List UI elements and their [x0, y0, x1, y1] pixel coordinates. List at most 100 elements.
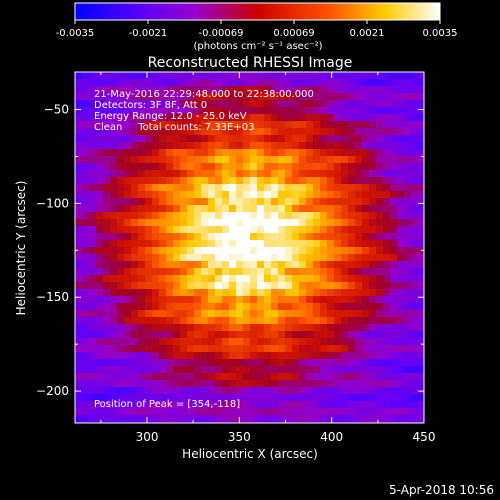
- heatmap-cell: [243, 170, 250, 177]
- heatmap-cell: [194, 149, 201, 156]
- heatmap-cell: [292, 191, 299, 198]
- heatmap-cell: [348, 156, 355, 163]
- heatmap-cell: [82, 324, 89, 331]
- heatmap-cell: [341, 226, 348, 233]
- heatmap-cell: [229, 212, 236, 219]
- heatmap-cell: [82, 100, 89, 107]
- heatmap-cell: [124, 275, 131, 282]
- heatmap-cell: [243, 163, 250, 170]
- heatmap-cell: [152, 219, 159, 226]
- heatmap-cell: [327, 86, 334, 93]
- heatmap-cell: [404, 240, 411, 247]
- heatmap-cell: [145, 114, 152, 121]
- heatmap-cell: [327, 135, 334, 142]
- heatmap-cell: [271, 212, 278, 219]
- heatmap-cell: [110, 289, 117, 296]
- heatmap-cell: [348, 72, 355, 79]
- heatmap-cell: [320, 408, 327, 415]
- heatmap-cell: [411, 247, 418, 254]
- heatmap-cell: [369, 226, 376, 233]
- heatmap-cell: [208, 128, 215, 135]
- heatmap-cell: [271, 205, 278, 212]
- heatmap-cell: [82, 205, 89, 212]
- heatmap-cell: [292, 240, 299, 247]
- heatmap-cell: [236, 303, 243, 310]
- heatmap-cell: [355, 233, 362, 240]
- heatmap-cell: [376, 345, 383, 352]
- heatmap-cell: [299, 198, 306, 205]
- heatmap-cell: [180, 387, 187, 394]
- heatmap-cell: [145, 135, 152, 142]
- heatmap-cell: [341, 205, 348, 212]
- heatmap-cell: [313, 380, 320, 387]
- heatmap-cell: [194, 191, 201, 198]
- heatmap-cell: [229, 240, 236, 247]
- heatmap-cell: [264, 226, 271, 233]
- heatmap-cell: [369, 261, 376, 268]
- heatmap-cell: [75, 156, 82, 163]
- heatmap-cell: [348, 331, 355, 338]
- heatmap-cell: [376, 254, 383, 261]
- heatmap-cell: [390, 142, 397, 149]
- heatmap-cell: [411, 338, 418, 345]
- heatmap-cell: [117, 240, 124, 247]
- heatmap-cell: [397, 163, 404, 170]
- heatmap-cell: [173, 352, 180, 359]
- heatmap-cell: [299, 86, 306, 93]
- heatmap-cell: [299, 219, 306, 226]
- heatmap-cell: [411, 219, 418, 226]
- heatmap-cell: [390, 72, 397, 79]
- heatmap-cell: [75, 93, 82, 100]
- heatmap-cell: [110, 149, 117, 156]
- heatmap-cell: [390, 114, 397, 121]
- heatmap-cell: [327, 170, 334, 177]
- heatmap-cell: [166, 380, 173, 387]
- heatmap-cell: [110, 338, 117, 345]
- heatmap-cell: [110, 254, 117, 261]
- heatmap-cell: [369, 352, 376, 359]
- heatmap-cell: [96, 226, 103, 233]
- heatmap-cell: [180, 289, 187, 296]
- heatmap-cell: [418, 219, 424, 226]
- heatmap-cell: [348, 296, 355, 303]
- heatmap-cell: [117, 352, 124, 359]
- heatmap-cell: [348, 282, 355, 289]
- heatmap-cell: [397, 100, 404, 107]
- heatmap-cell: [215, 72, 222, 79]
- heatmap-cell: [180, 86, 187, 93]
- heatmap-cell: [271, 331, 278, 338]
- heatmap-cell: [110, 121, 117, 128]
- heatmap-cell: [250, 373, 257, 380]
- heatmap-cell: [376, 394, 383, 401]
- heatmap-cell: [418, 338, 424, 345]
- heatmap-cell: [194, 247, 201, 254]
- heatmap-cell: [341, 149, 348, 156]
- heatmap-cell: [362, 247, 369, 254]
- heatmap-cell: [250, 268, 257, 275]
- heatmap-cell: [411, 100, 418, 107]
- heatmap-cell: [292, 310, 299, 317]
- heatmap-cell: [292, 184, 299, 191]
- heatmap-cell: [397, 86, 404, 93]
- heatmap-cell: [215, 163, 222, 170]
- heatmap-cell: [180, 205, 187, 212]
- heatmap-cell: [194, 184, 201, 191]
- heatmap-cell: [166, 401, 173, 408]
- heatmap-cell: [369, 247, 376, 254]
- heatmap-cell: [89, 415, 96, 422]
- heatmap-cell: [327, 233, 334, 240]
- heatmap-cell: [243, 275, 250, 282]
- heatmap-cell: [173, 366, 180, 373]
- heatmap-cell: [180, 324, 187, 331]
- heatmap-cell: [404, 387, 411, 394]
- heatmap-cell: [390, 275, 397, 282]
- heatmap-cell: [313, 142, 320, 149]
- heatmap-cell: [299, 93, 306, 100]
- heatmap-cell: [222, 170, 229, 177]
- heatmap-cell: [194, 121, 201, 128]
- heatmap-cell: [166, 394, 173, 401]
- heatmap-cell: [299, 107, 306, 114]
- heatmap-cell: [411, 191, 418, 198]
- heatmap-cell: [348, 408, 355, 415]
- heatmap-cell: [89, 345, 96, 352]
